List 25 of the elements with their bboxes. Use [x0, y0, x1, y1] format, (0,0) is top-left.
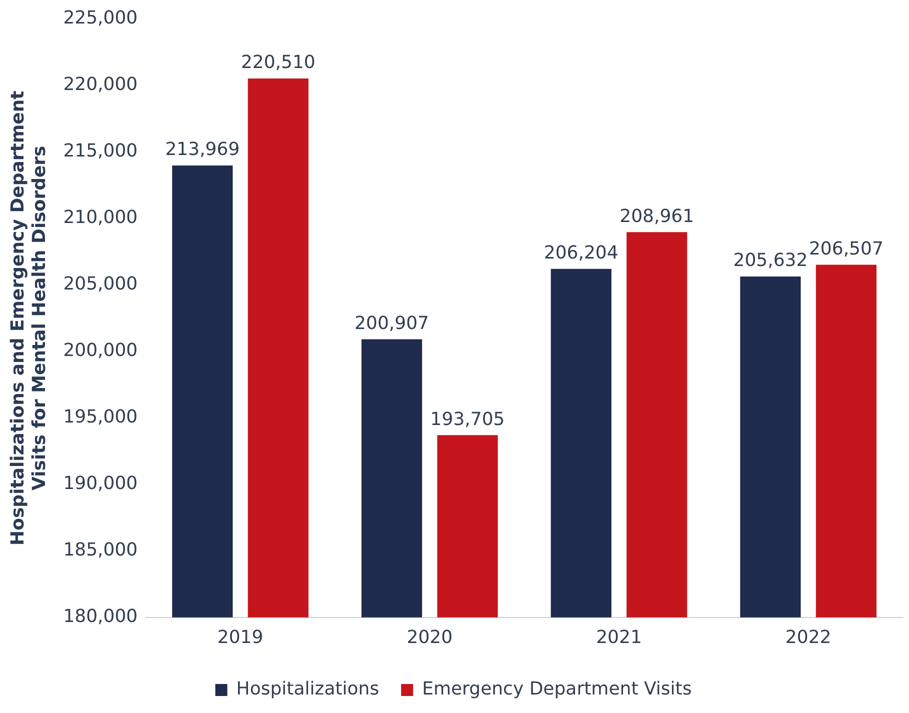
data-label: 206,507 [808, 238, 884, 260]
data-label: 206,204 [544, 242, 618, 264]
legend-label: Hospitalizations [236, 678, 380, 700]
y-tick-label: 185,000 [63, 540, 138, 561]
y-tick-label: 180,000 [63, 606, 138, 628]
y-tick-label: 205,000 [63, 274, 138, 295]
y-tick-label: 215,000 [63, 140, 138, 162]
data-label: 220,510 [240, 52, 316, 74]
y-tick-label: 200,000 [63, 340, 138, 362]
data-label: 208,961 [620, 206, 694, 227]
y-tick-label: 190,000 [63, 473, 138, 494]
data-label: 193,705 [430, 408, 505, 430]
data-label: 205,632 [733, 250, 808, 272]
x-tick-label: 2020 [406, 626, 453, 648]
x-tick-label: 2019 [217, 626, 264, 648]
x-tick-label: 2021 [596, 626, 642, 648]
y-tick-label: 195,000 [63, 406, 138, 428]
y-tick-label: 210,000 [63, 207, 138, 228]
y-axis-title: Hospitalizations and Emergency Department Visits for Mental Health Disorders [7, 90, 50, 546]
x-tick-label: 2022 [785, 626, 832, 648]
data-label: 213,969 [165, 139, 240, 160]
legend-label: Emergency Department Visits [422, 678, 692, 700]
y-tick-label: 220,000 [63, 74, 138, 95]
data-label: 200,907 [354, 312, 429, 334]
y-tick-label: 225,000 [63, 7, 138, 28]
